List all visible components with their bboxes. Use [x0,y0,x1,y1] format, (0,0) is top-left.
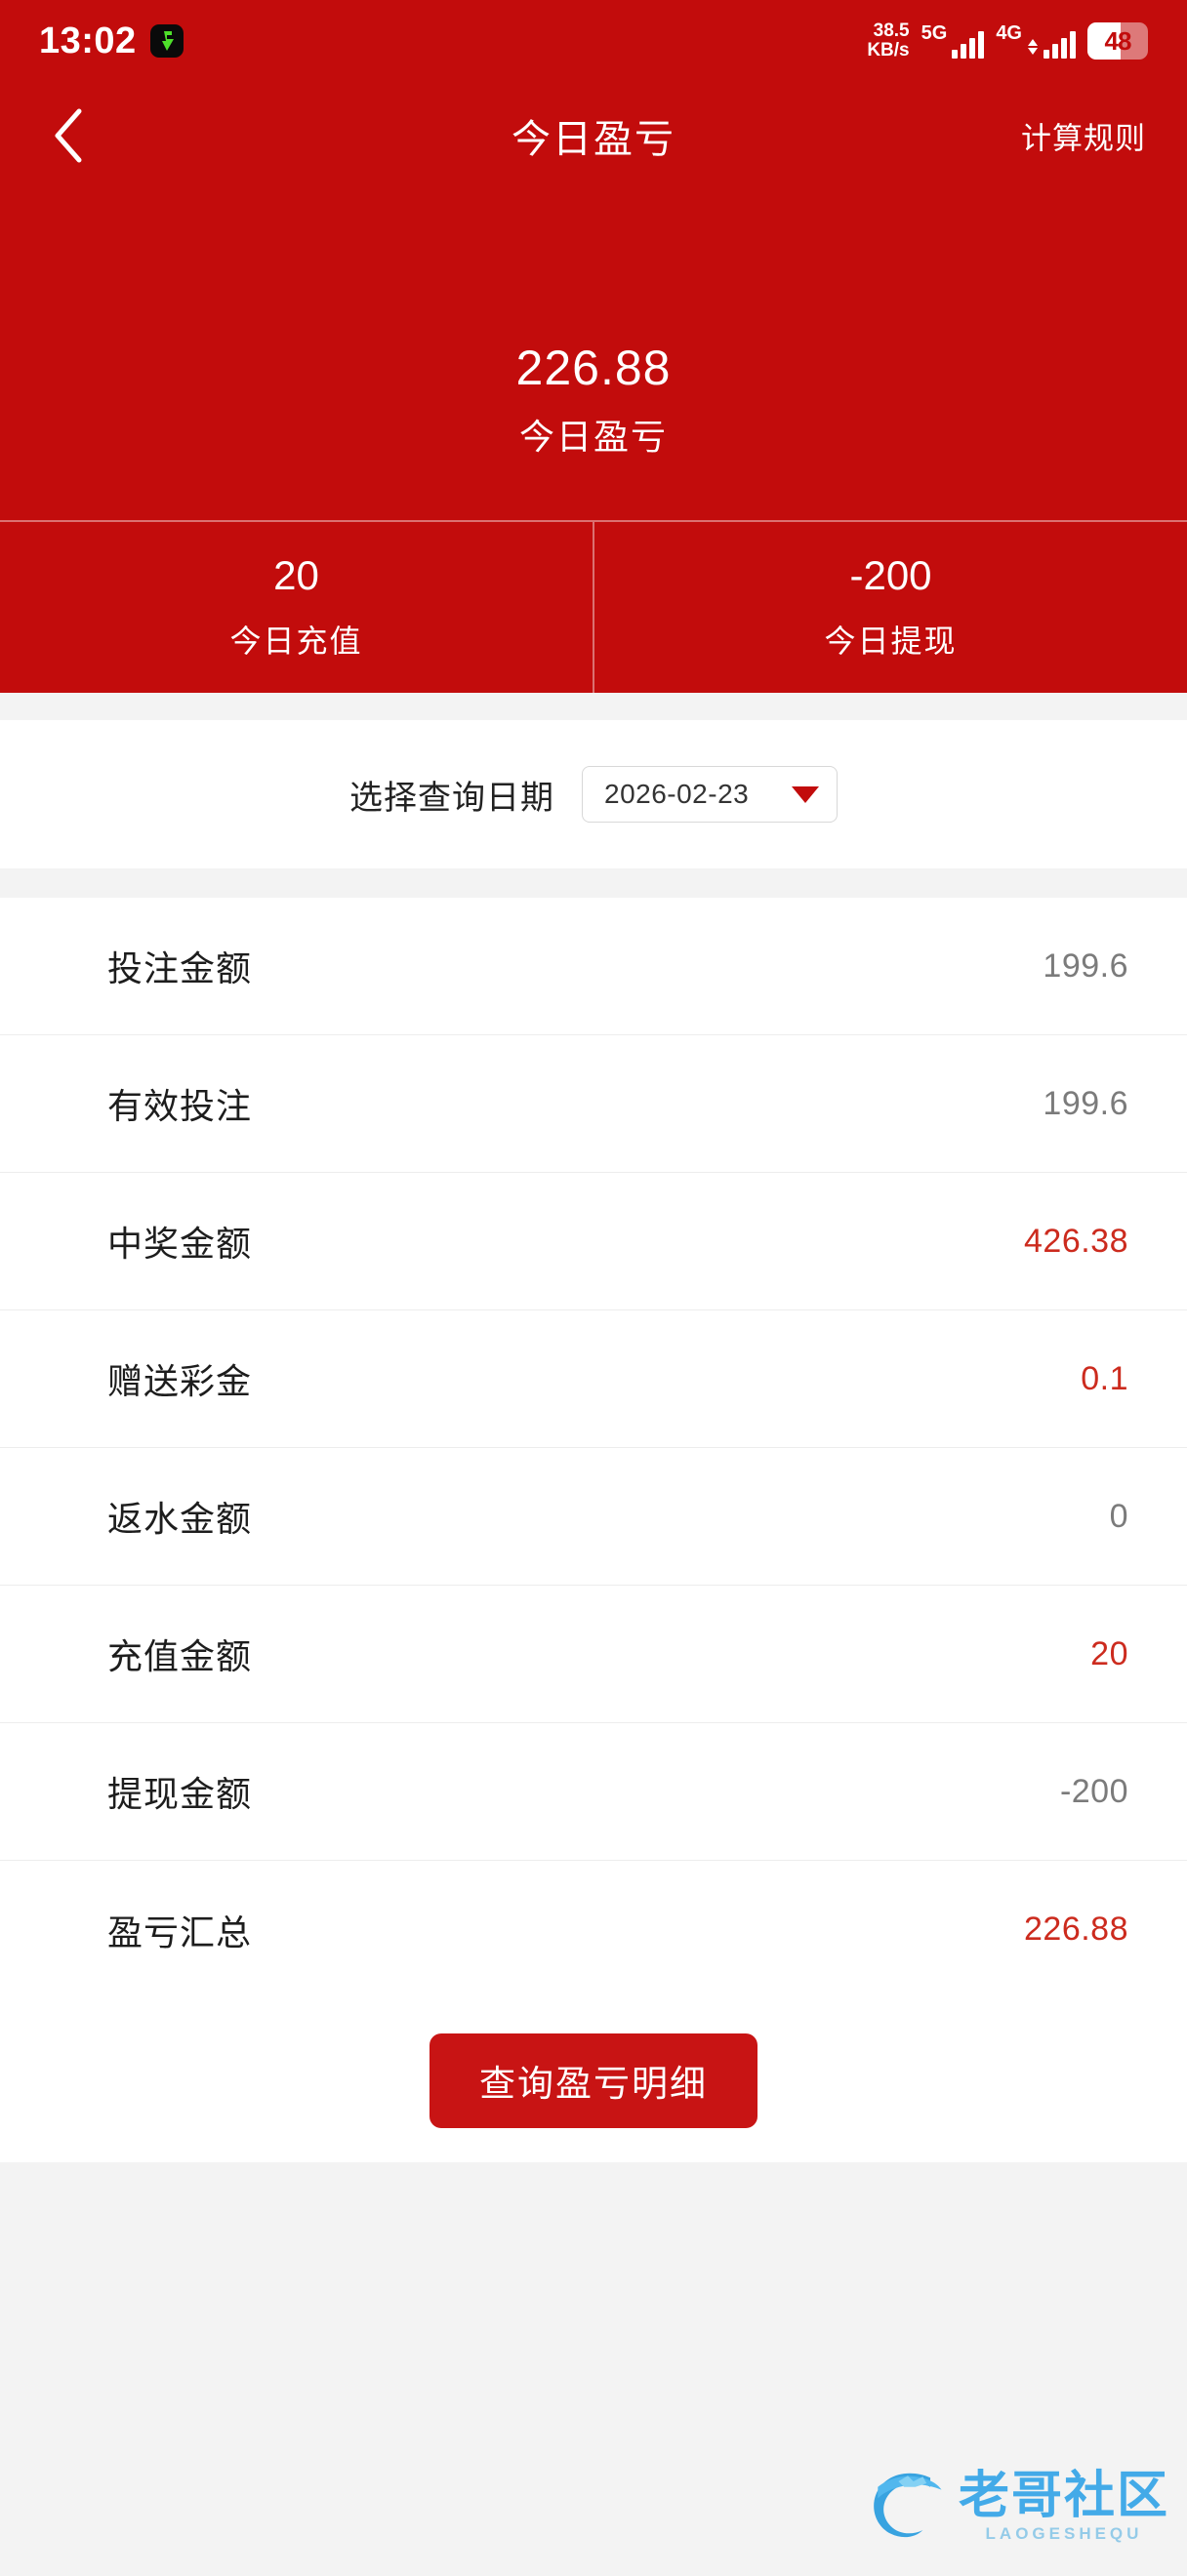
status-bar: 13:02 38.5 KB/s 5G 4G [0,0,1187,82]
date-select-value: 2026-02-23 [604,779,750,809]
row-label: 赠送彩金 [107,1361,253,1401]
watermark-name-cn: 老哥社区 [958,2467,1169,2524]
network-speed-unit: KB/s [867,40,910,60]
stat-label: 今日充值 [229,623,363,659]
network-speed: 38.5 KB/s [867,21,909,60]
list-row: 返水金额 0 [0,1448,1187,1586]
dragon-logo-icon [874,2473,942,2538]
battery-indicator: 48 [1087,22,1148,60]
watermark-name-en: LAOGESHEQU [985,2523,1143,2543]
date-picker-band: 选择查询日期 2026-02-23 [0,720,1187,868]
hero-summary: 226.88 今日盈亏 [0,342,1187,460]
row-label: 投注金额 [107,948,253,988]
calculation-rules-link[interactable]: 计算规则 [1021,121,1146,156]
query-detail-button[interactable]: 查询盈亏明细 [430,2033,757,2128]
row-label: 提现金额 [107,1774,253,1814]
stat-today-withdrawal: -200 今日提现 [593,522,1187,693]
footer-space: 老哥社区 LAOGESHEQU [0,2162,1187,2576]
row-value: 0 [1109,1497,1128,1535]
cta-band: 查询盈亏明细 [0,1998,1187,2162]
hero-stats-row: 20 今日充值 -200 今日提现 [0,520,1187,693]
stat-value: 20 [273,552,319,599]
list-row: 有效投注 199.6 [0,1035,1187,1173]
stat-value: -200 [849,552,932,599]
list-row: 赠送彩金 0.1 [0,1310,1187,1448]
hero-label: 今日盈亏 [518,417,668,457]
chevron-left-icon [55,108,82,163]
row-label: 充值金额 [107,1636,253,1676]
green-arrow-app-icon [149,24,184,58]
date-select[interactable]: 2026-02-23 [582,766,838,823]
row-value: 199.6 [1043,1084,1128,1122]
watermark-text: 老哥社区 LAOGESHEQU [959,2471,1169,2542]
row-value: 426.38 [1024,1222,1128,1260]
signal-bars-icon [952,29,985,59]
list-row: 提现金额 -200 [0,1723,1187,1861]
row-value: 0.1 [1081,1359,1128,1397]
row-value: 199.6 [1043,946,1128,985]
site-watermark: 老哥社区 LAOGESHEQU [861,2459,1169,2553]
network-speed-value: 38.5 [873,20,910,41]
page-title: 今日盈亏 [512,118,675,161]
list-row: 充值金额 20 [0,1586,1187,1723]
caret-down-icon [792,785,819,803]
row-value: -200 [1059,1772,1128,1810]
sim2-label: 4G [996,22,1022,44]
data-transfer-icon [1028,39,1038,55]
row-label: 盈亏汇总 [107,1912,253,1952]
row-label: 中奖金额 [107,1224,253,1264]
battery-percent: 48 [1104,25,1132,56]
sim2-signal: 4G [996,23,1076,59]
hero-header: 13:02 38.5 KB/s 5G 4G [0,0,1187,693]
list-row: 盈亏汇总 226.88 [0,1861,1187,1998]
row-label: 返水金额 [107,1499,253,1539]
status-bar-right: 38.5 KB/s 5G 4G 48 [867,21,1148,60]
stat-today-deposit: 20 今日充值 [0,522,593,693]
nav-bar: 今日盈亏 计算规则 [0,82,1187,189]
date-picker-label: 选择查询日期 [349,779,554,817]
hero-amount: 226.88 [515,341,672,395]
row-value: 20 [1090,1634,1128,1672]
sim1-label: 5G [921,22,948,44]
row-label: 有效投注 [107,1086,253,1126]
sim1-signal: 5G [921,23,985,59]
status-clock: 13:02 [39,20,137,61]
status-bar-left: 13:02 [39,20,184,62]
list-row: 投注金额 199.6 [0,898,1187,1035]
stat-label: 今日提现 [824,623,958,659]
list-row: 中奖金额 426.38 [0,1173,1187,1310]
row-value: 226.88 [1024,1911,1128,1948]
back-button[interactable] [29,97,107,175]
signal-bars-icon [1044,29,1076,59]
detail-list: 投注金额 199.6 有效投注 199.6 中奖金额 426.38 赠送彩金 0… [0,898,1187,1998]
